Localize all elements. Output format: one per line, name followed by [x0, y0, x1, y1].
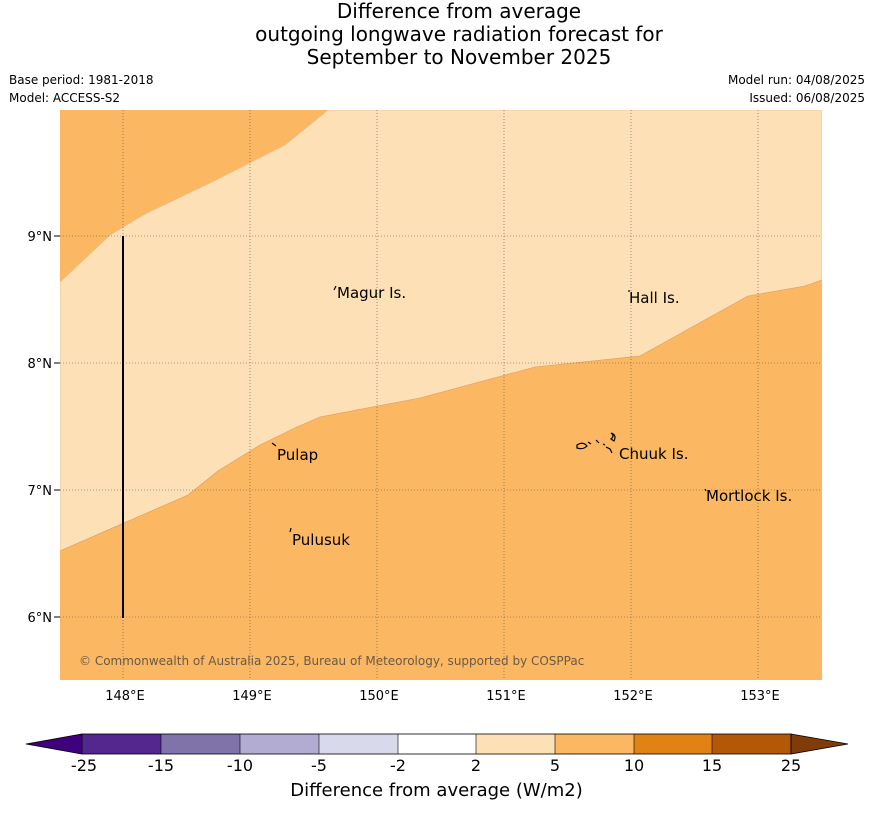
lon-label-152e: 152°E [613, 689, 653, 704]
colorbar-segment-9 [712, 734, 791, 754]
island-pulap [271, 442, 277, 447]
colorbar-tick-10: 10 [624, 756, 644, 775]
colorbar-tick-m10: -10 [227, 756, 253, 775]
place-label-hall: Hall Is. [629, 289, 680, 307]
place-label-chuuk: Chuuk Is. [619, 445, 688, 463]
island-pulusuk [289, 527, 292, 533]
place-labels: Magur Is. Hall Is. Pulap Chuuk Is. Mortl… [277, 284, 792, 549]
lon-label-148e: 148°E [105, 689, 145, 704]
colorbar-label: Difference from average (W/m2) [290, 780, 583, 801]
model-text: Model: ACCESS-S2 [9, 91, 121, 105]
meta-left: Base period: 1981-2018 Model: ACCESS-S2 [9, 71, 154, 107]
colorbar-tick-5: 5 [550, 756, 560, 775]
lon-label-153e: 153°E [740, 689, 780, 704]
colorbar-extend-high [790, 733, 849, 755]
colorbar-tick-labels: -25 -15 -10 -5 -2 2 5 10 15 25 [71, 756, 801, 775]
colorbar-tick-m25: -25 [71, 756, 97, 775]
lon-label-151e: 151°E [486, 689, 526, 704]
colorbar-segment-2 [161, 734, 240, 754]
colorbar [25, 733, 849, 755]
island-chuuk-lagoon [576, 432, 616, 454]
colorbar-segment-7 [555, 734, 634, 754]
lat-label-9n: 9°N [28, 230, 53, 245]
colorbar-tick-25: 25 [781, 756, 801, 775]
place-label-mortlock: Mortlock Is. [706, 487, 792, 505]
place-label-pulap: Pulap [277, 446, 318, 464]
place-label-magur: Magur Is. [337, 284, 406, 302]
colorbar-tick-15: 15 [702, 756, 722, 775]
colorbar-segment-5 [398, 734, 476, 754]
colorbar-tick-2: 2 [471, 756, 481, 775]
lat-label-6n: 6°N [28, 611, 53, 626]
colorbar-extend-low [25, 733, 83, 755]
title-line-2: outgoing longwave radiation forecast for [255, 22, 663, 46]
colorbar-tick-m2: -2 [390, 756, 406, 775]
lat-axis-labels: 9°N 8°N 7°N 6°N [28, 230, 53, 626]
lon-label-150e: 150°E [359, 689, 399, 704]
title-line-3: September to November 2025 [306, 45, 612, 69]
colorbar-tick-m5: -5 [311, 756, 327, 775]
meta-right: Model run: 04/08/2025 Issued: 06/08/2025 [728, 71, 865, 107]
place-label-pulusuk: Pulusuk [292, 531, 350, 549]
issued-text: Issued: 06/08/2025 [749, 91, 865, 105]
island-mortlock [704, 488, 707, 492]
lat-ticks [54, 235, 60, 618]
title-line-1: Difference from average [336, 0, 582, 23]
lon-label-149e: 149°E [232, 689, 272, 704]
island-outlines [271, 285, 707, 533]
lon-axis-labels: 148°E 149°E 150°E 151°E 152°E 153°E [105, 689, 780, 704]
model-run-text: Model run: 04/08/2025 [727, 73, 865, 87]
lat-label-8n: 8°N [28, 357, 53, 372]
lat-label-7n: 7°N [28, 484, 53, 499]
island-magur [333, 285, 337, 291]
map-title: Difference from average outgoing longwav… [0, 0, 873, 69]
colorbar-segment-6 [476, 734, 555, 754]
base-period-text: Base period: 1981-2018 [9, 73, 154, 87]
map-area: Magur Is. Hall Is. Pulap Chuuk Is. Mortl… [60, 110, 822, 680]
colorbar-tick-m15: -15 [148, 756, 174, 775]
colorbar-segment-3 [240, 734, 319, 754]
colorbar-segment-1 [82, 734, 161, 754]
colorbar-segment-8 [634, 734, 712, 754]
copyright-text: © Commonwealth of Australia 2025, Bureau… [79, 654, 584, 668]
colorbar-segment-4 [319, 734, 398, 754]
